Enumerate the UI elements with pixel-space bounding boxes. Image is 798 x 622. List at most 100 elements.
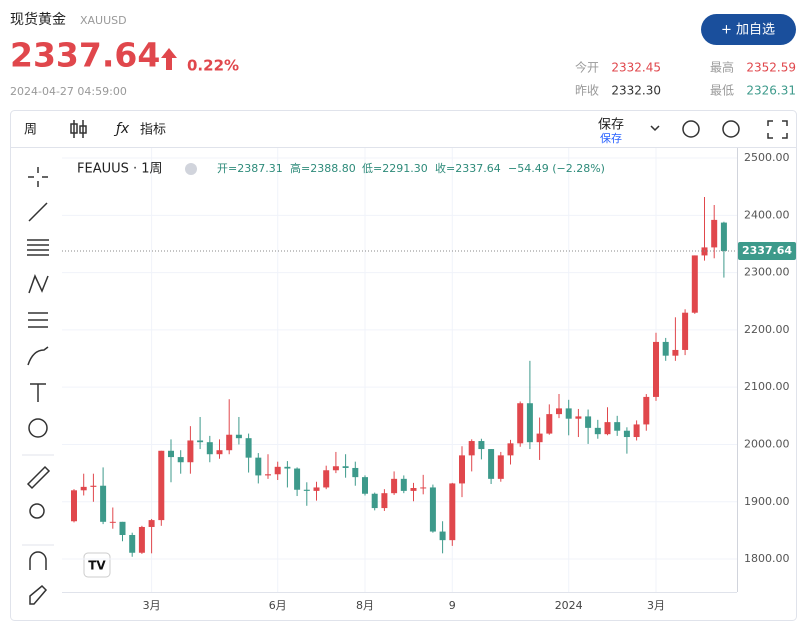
x-tick-label: 2024 <box>555 599 583 612</box>
candle-body <box>381 493 388 509</box>
button-bg[interactable] <box>701 14 796 45</box>
candle-body <box>594 427 601 435</box>
candle-body <box>575 416 582 419</box>
chart-type-icon[interactable] <box>70 120 87 138</box>
projection-tool[interactable] <box>28 312 48 328</box>
stat-label: 昨收 <box>575 84 599 98</box>
stat-value: 2326.31 <box>746 84 796 98</box>
pattern-tool[interactable] <box>28 274 49 294</box>
interval[interactable]: 周 <box>24 123 37 138</box>
candle-body <box>323 470 330 488</box>
candle-body <box>187 440 194 463</box>
line-tool[interactable] <box>28 202 48 222</box>
candle-body <box>274 466 281 475</box>
magnet-tool[interactable] <box>29 551 47 570</box>
x-tick-label: 8月 <box>356 599 374 612</box>
candle-body <box>129 534 136 553</box>
price: 2337.64 <box>10 36 160 75</box>
candle-body <box>585 416 592 428</box>
stat-value: 2332.45 <box>611 61 661 75</box>
candle-body <box>720 222 727 252</box>
candle-body <box>643 396 650 425</box>
fx-icon[interactable]: ƒx <box>113 121 130 137</box>
text-tool[interactable] <box>30 383 46 402</box>
candle-body <box>197 440 204 443</box>
cross-tool[interactable] <box>28 167 48 187</box>
candle-body <box>497 455 504 479</box>
candle-body <box>614 422 621 431</box>
candle-body <box>148 520 155 527</box>
fib-tool[interactable] <box>27 239 49 256</box>
candle-body <box>265 474 271 476</box>
indicators[interactable]: 指标 <box>140 123 166 138</box>
candle-body <box>459 455 465 484</box>
y-tick-label: 2200.00 <box>744 323 790 336</box>
candle-body <box>449 483 456 541</box>
candle-body <box>623 430 630 438</box>
y-tick-label: 1800.00 <box>744 552 790 565</box>
candle-body <box>672 349 679 356</box>
y-tick-label: 2100.00 <box>744 380 790 393</box>
candle-body <box>633 424 640 438</box>
x-tick-label: 3月 <box>143 599 161 612</box>
lock-tool[interactable] <box>29 584 48 605</box>
price-tag-label: 2337.64 <box>742 244 792 257</box>
candle-body <box>158 450 165 521</box>
brush-tool[interactable] <box>27 346 49 366</box>
candle-body <box>662 341 669 356</box>
symbol-label: FEAUUS · 1周 <box>77 162 163 177</box>
candle-body <box>71 490 77 522</box>
candle-body <box>352 467 359 478</box>
candle-body <box>138 526 145 553</box>
candle-body <box>546 414 553 434</box>
candle-body <box>80 486 87 491</box>
legend-change: −54.49 (−2.28%) <box>508 162 605 175</box>
alert-icon[interactable] <box>682 120 700 138</box>
settings-icon[interactable] <box>722 120 740 138</box>
fullscreen-icon[interactable] <box>767 120 788 139</box>
candle-body <box>255 457 262 476</box>
x-tick-label: 6月 <box>269 599 287 612</box>
collapse-button[interactable] <box>185 163 197 175</box>
candle-body <box>410 488 417 491</box>
zoom-tool[interactable] <box>29 503 45 519</box>
candle-body <box>362 477 368 494</box>
plot: 1800.00 1900.00 2000.00 2100.00 2200.00 2300.… <box>62 148 796 612</box>
chevron[interactable] <box>650 125 660 132</box>
stat-value: 2352.59 <box>746 61 796 75</box>
save[interactable]: 保存 <box>598 118 624 133</box>
candle-body <box>478 441 485 450</box>
candle-body <box>216 450 223 455</box>
button-label[interactable]: + 加自选 <box>721 23 775 38</box>
candle-body <box>468 441 475 456</box>
candle-body <box>517 403 524 444</box>
candle-body <box>177 457 184 463</box>
candle-body <box>206 442 213 455</box>
legend-close: 收=2337.64 <box>435 161 501 175</box>
candle-body <box>332 466 339 471</box>
ruler-tool[interactable] <box>26 465 51 490</box>
candle-body <box>604 422 611 435</box>
candle-body <box>420 487 427 489</box>
candle-body <box>168 450 174 458</box>
stat-label: 最高 <box>710 60 734 75</box>
candle-body <box>100 485 107 522</box>
emoji-tool[interactable] <box>28 418 48 438</box>
y-tick-label: 2400.00 <box>744 208 790 221</box>
legend-high: 高=2388.80 <box>290 161 356 175</box>
candle-body <box>119 521 126 535</box>
legend-low: 低=2291.30 <box>362 162 428 175</box>
candle-body <box>653 341 659 397</box>
save-sub[interactable]: 保存 <box>600 131 622 145</box>
y-tick-label: 2500.00 <box>744 151 790 164</box>
price-tag <box>738 242 796 261</box>
add-watch-button[interactable]: + 加自选 <box>701 14 796 45</box>
up-arrow <box>161 48 177 70</box>
candle-body <box>429 487 436 532</box>
drawing-tools <box>22 167 54 605</box>
candle-body <box>439 531 446 541</box>
candle-body <box>284 466 291 469</box>
stat-value: 2332.30 <box>611 84 661 98</box>
candle-body <box>109 521 116 523</box>
